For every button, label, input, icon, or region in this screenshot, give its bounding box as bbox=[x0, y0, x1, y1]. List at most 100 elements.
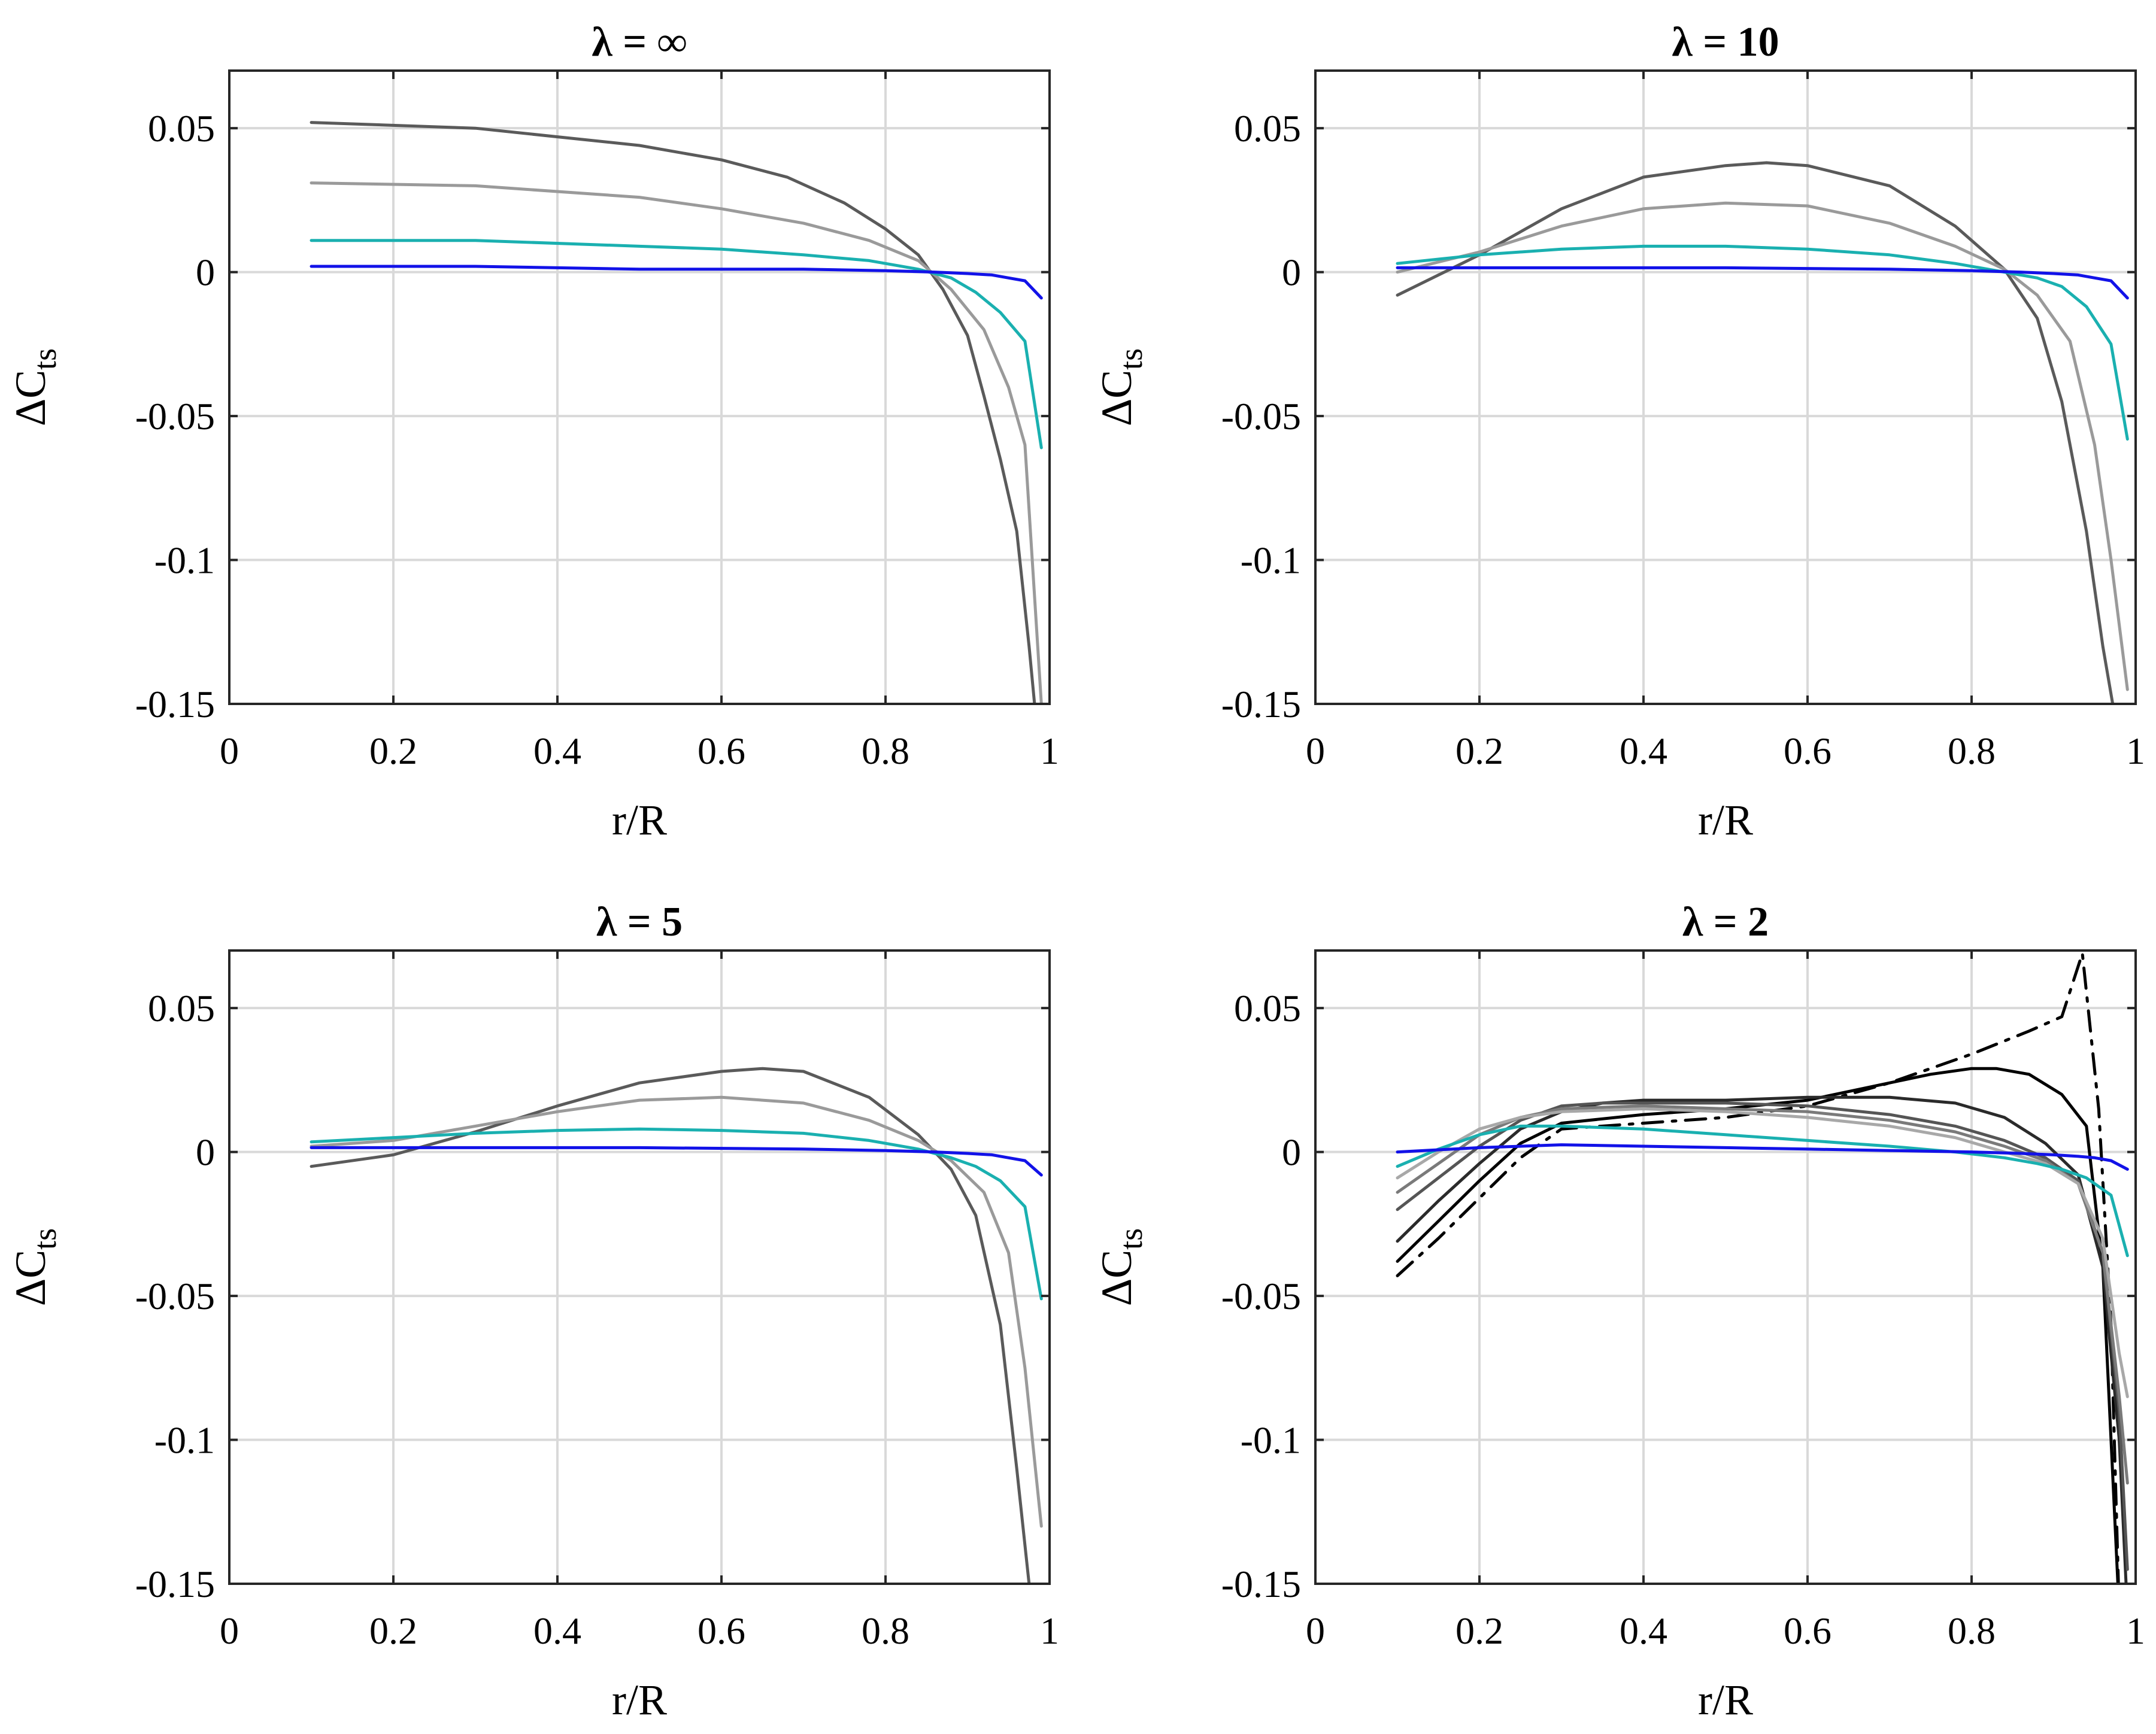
series-line-blue bbox=[310, 265, 1043, 300]
axis-ticks: 0 0.2 0.4 0.6 0.8 1 0.05 0 -0.05 -0.1 -0.15 bbox=[1221, 71, 2145, 772]
plot-area bbox=[310, 121, 1043, 704]
x-tick-label: 0 bbox=[1306, 1610, 1325, 1652]
x-axis-label: r/R bbox=[612, 1676, 667, 1724]
y-tick-label: 0.05 bbox=[1234, 107, 1301, 150]
x-axis-label: r/R bbox=[612, 796, 667, 844]
axes-box bbox=[228, 69, 1051, 705]
x-tick-label: 0.6 bbox=[698, 730, 745, 772]
y-axis-label: ΔCts bbox=[7, 1228, 63, 1306]
subplot-title: λ = ∞ bbox=[592, 19, 687, 65]
x-tick-label: 0 bbox=[220, 730, 239, 772]
x-tick-label: 0.4 bbox=[1620, 730, 1667, 772]
y-tick-label: -0.1 bbox=[1241, 539, 1301, 582]
y-tick-label: -0.05 bbox=[135, 1275, 215, 1317]
plot-area bbox=[310, 1067, 1043, 1584]
subplot-title: λ = 10 bbox=[1672, 19, 1779, 65]
axes-box bbox=[228, 949, 1051, 1585]
subplot-title: λ = 2 bbox=[1682, 899, 1769, 945]
y-axis-label-main: ΔC bbox=[1093, 370, 1141, 426]
series-line-blue bbox=[310, 1146, 1043, 1177]
series-line-light-gray bbox=[310, 1095, 1043, 1528]
series-line-dark-gray bbox=[310, 121, 1036, 704]
x-tick-label: 0.2 bbox=[369, 730, 417, 772]
x-tick-label: 0 bbox=[220, 1610, 239, 1652]
y-tick-label: 0.05 bbox=[1234, 987, 1301, 1030]
x-tick-label: 0.4 bbox=[533, 730, 581, 772]
subplot-lambda-10: 0 0.2 0.4 0.6 0.8 1 0.05 0 -0.05 -0.1 -0.15 λ = 10… bbox=[1093, 19, 2145, 844]
series-line-teal bbox=[310, 1127, 1043, 1301]
grid-lines bbox=[1315, 71, 2136, 704]
x-tick-label: 0.4 bbox=[1620, 1610, 1667, 1652]
x-tick-label: 0.8 bbox=[862, 1610, 909, 1652]
y-axis-label-main: ΔC bbox=[7, 370, 54, 426]
series-line-teal bbox=[1396, 244, 2129, 441]
axis-ticks: 0 0.2 0.4 0.6 0.8 1 0.05 0 -0.05 -0.1 -0.15 bbox=[135, 950, 1059, 1652]
y-axis-label-main: ΔC bbox=[7, 1250, 54, 1306]
plot-area bbox=[1396, 161, 2129, 704]
grid-lines bbox=[229, 950, 1050, 1584]
x-tick-label: 1 bbox=[2126, 730, 2145, 772]
y-axis-label: ΔCts bbox=[1093, 348, 1149, 426]
subplot-lambda-5: 0 0.2 0.4 0.6 0.8 10.050-0.05-0.1-0.15 λ = 5 … bbox=[7, 899, 1059, 1724]
subplot-lambda-2: 0 0.2 0.4 0.6 0.8 10.050-0.05-0.1-0.15 λ = 2 … bbox=[1093, 899, 2145, 1724]
y-tick-label: -0.05 bbox=[135, 395, 215, 438]
subplot-title: λ = 5 bbox=[596, 899, 683, 945]
series-line-light-gray bbox=[310, 181, 1043, 704]
y-tick-label: 0.05 bbox=[148, 987, 215, 1030]
subplot-lambda-infinity: 0 0.2 0.4 0.6 0.8 10.050-0.05-0.1-0.15 λ = ∞ … bbox=[7, 19, 1059, 844]
series-line-blue bbox=[1396, 266, 2129, 300]
series-line-dark-gray bbox=[310, 1067, 1031, 1584]
y-tick-label: -0.15 bbox=[135, 683, 215, 725]
series-line-teal bbox=[310, 239, 1043, 450]
x-tick-label: 0.2 bbox=[1455, 1610, 1503, 1652]
y-axis-label-main: ΔC bbox=[1093, 1250, 1141, 1306]
y-axis-label-subscript: ts bbox=[27, 348, 63, 370]
x-tick-label: 1 bbox=[1040, 730, 1059, 772]
x-tick-label: 0.8 bbox=[1948, 1610, 1996, 1652]
series-line-teal bbox=[1396, 1124, 2129, 1258]
y-tick-label: -0.15 bbox=[1221, 683, 1301, 725]
y-tick-label: -0.15 bbox=[1221, 1563, 1301, 1605]
y-tick-label: -0.05 bbox=[1221, 395, 1301, 438]
series-line-dash-dot bbox=[1396, 952, 2120, 1584]
x-tick-label: 0.6 bbox=[698, 1610, 745, 1652]
y-tick-label: 0 bbox=[196, 1131, 215, 1174]
y-tick-label: 0 bbox=[196, 251, 215, 294]
y-axis-label: ΔCts bbox=[7, 348, 63, 426]
axis-ticks: 0 0.2 0.4 0.6 0.8 1 0.05 0 -0.05 -0.1 -0.15 bbox=[1221, 950, 2145, 1652]
axis-ticks: 0 0.2 0.4 0.6 0.8 1 0.05 0 -0.05 -0.1 -0.15 bbox=[135, 71, 1059, 772]
x-tick-label: 0.2 bbox=[369, 1610, 417, 1652]
series-line-dark-gray bbox=[1396, 161, 2115, 704]
x-tick-label: 0 bbox=[1306, 730, 1325, 772]
x-tick-label: 0.8 bbox=[1948, 730, 1996, 772]
series-line-gray bbox=[1396, 1104, 2129, 1485]
y-tick-label: -0.05 bbox=[1221, 1275, 1301, 1317]
x-axis-label: r/R bbox=[1698, 796, 1753, 844]
x-tick-label: 0.4 bbox=[533, 1610, 581, 1652]
axes-box bbox=[1314, 69, 2137, 705]
x-axis-label: r/R bbox=[1698, 1676, 1753, 1724]
y-tick-label: 0 bbox=[1282, 251, 1301, 294]
y-tick-label: -0.1 bbox=[1241, 1419, 1301, 1462]
series-line-blue bbox=[1396, 1143, 2129, 1171]
plot-area bbox=[1396, 952, 2129, 1584]
series-line-light-gray bbox=[1396, 201, 2129, 691]
series-line-black bbox=[1396, 1067, 2119, 1584]
y-tick-label: -0.1 bbox=[154, 539, 215, 582]
y-tick-label: 0.05 bbox=[148, 107, 215, 150]
y-tick-label: -0.15 bbox=[135, 1563, 215, 1605]
series-line-light-gray bbox=[1396, 1107, 2129, 1398]
y-axis-label: ΔCts bbox=[1093, 1228, 1149, 1306]
x-tick-label: 1 bbox=[2126, 1610, 2145, 1652]
y-axis-label-subscript: ts bbox=[1113, 1228, 1149, 1250]
y-tick-label: 0 bbox=[1282, 1131, 1301, 1174]
x-tick-label: 0.2 bbox=[1455, 730, 1503, 772]
y-tick-label: -0.1 bbox=[154, 1419, 215, 1462]
x-tick-label: 0.6 bbox=[1784, 1610, 1831, 1652]
x-tick-label: 0.6 bbox=[1784, 730, 1831, 772]
y-axis-label-subscript: ts bbox=[27, 1228, 63, 1250]
x-tick-label: 1 bbox=[1040, 1610, 1059, 1652]
grid-lines bbox=[229, 71, 1050, 704]
y-axis-label-subscript: ts bbox=[1113, 348, 1149, 370]
x-tick-label: 0.8 bbox=[862, 730, 909, 772]
